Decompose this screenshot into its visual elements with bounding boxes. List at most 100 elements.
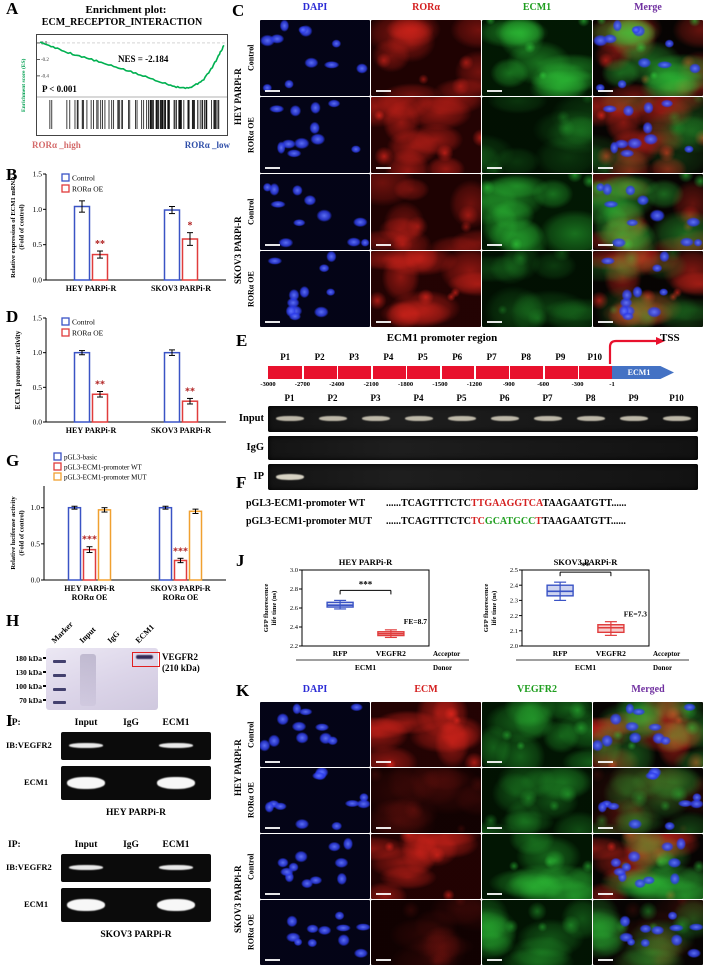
promoter-segment-label: P3 [348, 352, 359, 362]
blot-band [159, 865, 193, 870]
input-lane-smear [80, 654, 96, 706]
promoter-segment-label: P9 [555, 352, 566, 362]
panel-k: K DAPI ECM VEGFR2 Merged HEY PARPi-R SKOV3 PA… [232, 681, 704, 971]
y-axis-label: (Fold of control) [19, 510, 26, 555]
marker-band [53, 674, 66, 677]
scale-bar [265, 827, 280, 829]
mw-tick [43, 671, 46, 673]
marker-band [53, 660, 66, 663]
y-tick-label: 1.5 [33, 314, 43, 323]
y-axis-label: Relative luciferase activity [10, 496, 17, 570]
if-image-dapi [260, 251, 370, 327]
blot-name: ECM1 [24, 777, 49, 787]
column-header-dapi: DAPI [302, 684, 328, 695]
panel-h: H VEGFR2 (210 kDa) Marker Input IgG ECM1 180… [6, 612, 232, 714]
gel-band [662, 416, 691, 421]
gel-strip-ip [268, 464, 698, 490]
category-label: SKOV3 PARPi-R [151, 426, 211, 435]
blot-lane-label: ECM1 [133, 622, 157, 645]
row-label: RORα OE [246, 271, 256, 307]
y-axis-label: life time (ns) [491, 591, 498, 626]
y-tick-label: 0.5 [33, 383, 43, 392]
y-tick-label: 2.6 [290, 605, 299, 612]
scale-bar [487, 321, 502, 323]
if-image-red [371, 768, 481, 833]
gsea-group-low: RORα _low [184, 140, 230, 150]
category-label: HEY PARPi-R [66, 284, 117, 293]
ip-lane-label: IgG [123, 718, 139, 728]
tss-arrow-icon [608, 337, 665, 364]
panel-e: E ECM1 promoter region TSS ECM1 P1 P2 P3 P4… [232, 332, 704, 496]
panel-b: B 0.0 0.5 1.0 1.5 Relative expression of ECM… [6, 166, 232, 306]
gel-band [361, 416, 390, 421]
gel-band [404, 416, 433, 421]
gel-lane-label: P9 [628, 393, 639, 403]
legend-label: pGL3-ECM1-promoter WT [64, 464, 143, 472]
gel-band [275, 416, 304, 421]
row-label: Control [246, 44, 256, 72]
gsea-frame [36, 34, 228, 136]
promoter-segment-label: P7 [486, 352, 497, 362]
bar [158, 506, 173, 581]
panel-label-f: F [236, 473, 247, 492]
gel-band [619, 416, 648, 421]
legend-swatch [61, 173, 70, 182]
segment-divider [336, 366, 339, 379]
mw-tick [43, 699, 46, 701]
scale-bar [376, 893, 391, 895]
acceptor-label: Acceptor [433, 650, 460, 658]
gsea-title: Enrichment plot: [85, 4, 167, 16]
acceptor-label: Acceptor [653, 650, 680, 658]
segment-divider [302, 366, 304, 379]
if-image-red [371, 20, 481, 96]
blot-membrane [61, 766, 211, 800]
donor-construct-label: ECM1 [575, 663, 596, 672]
legend-label: RORα OE [72, 185, 104, 194]
legend-swatch [53, 462, 62, 471]
donor-label: Donor [433, 664, 452, 672]
blot-membrane [61, 732, 211, 760]
gel-band [576, 416, 605, 421]
legend-swatch [53, 452, 62, 461]
column-header-merged: Merged [631, 684, 665, 695]
es-tick-label: -0.2 [41, 58, 49, 63]
if-image-dapi [260, 702, 370, 767]
gel-band [275, 474, 304, 480]
panel-label-k: K [236, 681, 250, 700]
y-tick-label: 1.0 [33, 348, 43, 357]
significance: ** [185, 386, 195, 397]
scale-bar [376, 244, 391, 246]
panel-label-j: J [236, 551, 245, 570]
promoter-position-label: -900 [502, 381, 515, 388]
gel-lane-label: P8 [585, 393, 596, 403]
es-tick-label: -0.4 [41, 75, 49, 80]
y-axis-label: Relative expression of ECM1 mRNA [10, 176, 17, 278]
sequence-segment: GCATGCC [484, 516, 536, 527]
gel-strip-input [268, 406, 698, 432]
promoter-position-label: -1800 [398, 381, 414, 388]
ip-label: IP: [8, 718, 21, 728]
row-group-label: SKOV3 PARPi-R [232, 865, 243, 934]
ip-lane-label: ECM1 [162, 840, 190, 850]
ip-lane-label: ECM1 [162, 718, 190, 728]
significance: ** [95, 379, 105, 390]
y-tick-label: 2.8 [290, 586, 298, 593]
y-tick-label: 0.5 [33, 240, 43, 249]
y-tick-label: 0.0 [33, 418, 43, 427]
if-image-green [482, 20, 592, 96]
if-image-merge [593, 702, 703, 767]
y-axis-label: GFP fluorescence [263, 584, 270, 633]
scale-bar [598, 321, 613, 323]
fret-boxplot-skov3: SKOV3 PARPi-R 2.0 2.1 2.2 2.3 2.4 2.5 GFP fluor… [483, 557, 689, 672]
construct-name: pGL3-ECM1-promoter MUT [246, 516, 373, 527]
if-image-dapi [260, 20, 370, 96]
ecm1-gene-arrow: ECM1 [612, 366, 674, 379]
category-label: HEY PARPi-R [66, 426, 117, 435]
y-axis-label: life time (ns) [271, 591, 278, 626]
column-header-merge: Merge [634, 2, 662, 13]
bar [163, 209, 181, 281]
category-label: VEGFR2 [596, 649, 626, 658]
row-label: RORα OE [246, 117, 256, 153]
if-image-merge [593, 900, 703, 965]
bar [82, 548, 97, 581]
